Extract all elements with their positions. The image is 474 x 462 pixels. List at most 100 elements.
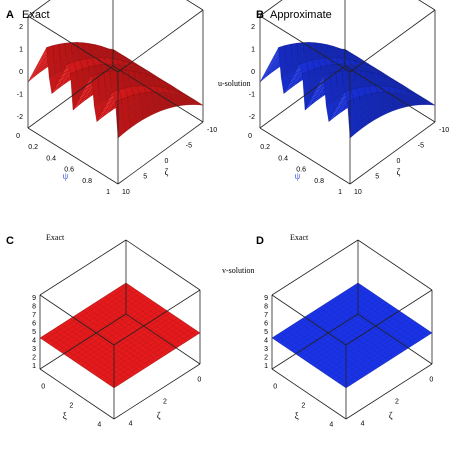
d-box-edge <box>271 294 347 346</box>
b-box-edge <box>344 65 436 123</box>
b-psi-tick: 1 <box>338 189 342 196</box>
c-z-tick: 2 <box>32 355 36 362</box>
plane-grid-line <box>320 315 407 371</box>
d-z-tick: 7 <box>264 312 268 319</box>
plane-grid-line <box>336 296 411 347</box>
a-box-edge <box>112 65 204 123</box>
a-psi-tick: 0 <box>16 133 20 140</box>
a-z-tick: 0 <box>19 69 23 76</box>
c-box-edge <box>125 239 201 291</box>
a-zeta-tick: 0 <box>165 158 169 165</box>
d-z-tick: 8 <box>264 303 268 310</box>
d-xi-tick: 4 <box>329 422 333 429</box>
panel-c-box <box>39 239 201 420</box>
c-z-tick: 4 <box>32 338 36 345</box>
b-psi-label: ψ <box>295 171 301 181</box>
panel-a-surface <box>27 42 204 139</box>
plane-grid-line <box>100 299 175 350</box>
b-z-tick: 0 <box>251 69 255 76</box>
panel-d-surface <box>271 282 433 389</box>
plane-grid-line <box>82 310 158 361</box>
plane-grid-line <box>102 325 189 381</box>
a-box-edge <box>186 0 204 11</box>
a-psi-tick: 0.6 <box>64 167 74 174</box>
c-xi-tick: 0 <box>41 384 45 391</box>
plane-grid-line <box>331 322 418 379</box>
c-z-tick: 9 <box>32 295 36 302</box>
b-zeta-tick: 10 <box>354 189 362 196</box>
a-psi-label: ψ <box>63 171 69 181</box>
c-z-tick: 1 <box>32 363 36 370</box>
panel-b-box <box>259 0 436 185</box>
a-box-edge <box>27 15 119 73</box>
a-zeta-tick: 5 <box>143 174 147 181</box>
panel-d-letter: D <box>256 235 264 247</box>
plane-grid-line <box>106 327 193 384</box>
panel-b-title: Approximate <box>270 9 332 21</box>
b-box-edge <box>259 127 351 185</box>
a-zeta-label: ζ <box>165 167 169 177</box>
a-psi-tick: 1 <box>106 189 110 196</box>
plane-grid-line <box>327 302 402 353</box>
a-box-edge <box>27 0 51 17</box>
d-z-tick: 9 <box>264 295 268 302</box>
plane-grid-line <box>87 307 162 358</box>
plane-grid-line <box>332 299 407 350</box>
plane-grid-line <box>99 322 186 379</box>
a-zeta-tick: -5 <box>186 143 192 150</box>
b-z-tick: 1 <box>251 47 255 54</box>
d-xi-label: ξ <box>295 411 299 421</box>
plane-grid-line <box>95 302 170 353</box>
b-z-tick: 2 <box>251 24 255 31</box>
b-box-edge <box>259 65 346 129</box>
c-box-edge <box>125 313 201 365</box>
plane-grid-line <box>338 327 425 384</box>
plane-grid-line <box>88 315 175 371</box>
b-zeta-tick: -5 <box>418 143 424 150</box>
panel-c-letter: C <box>6 235 14 247</box>
plane-grid-line <box>104 296 179 347</box>
plane-grid-line <box>342 330 429 386</box>
surface-patch <box>115 98 125 139</box>
plane-grid-line <box>91 304 166 356</box>
c-zeta-tick: 0 <box>197 377 201 384</box>
a-box-edge <box>27 65 114 129</box>
a-box-edge <box>27 127 119 185</box>
a-z-tick: -2 <box>17 114 23 121</box>
plane-grid-line <box>113 291 188 342</box>
b-psi-tick: 0.6 <box>296 167 306 174</box>
d-box-edge <box>271 368 347 420</box>
d-box-edge <box>345 363 433 420</box>
b-psi-tick: 0.2 <box>260 144 270 151</box>
b-psi-tick: 0.8 <box>314 178 324 185</box>
c-z-tick: 7 <box>32 312 36 319</box>
plane-grid-line <box>121 285 196 336</box>
c-xi-label: ξ <box>63 411 67 421</box>
a-psi-tick: 0.8 <box>82 178 92 185</box>
plane-grid-line <box>353 285 428 336</box>
plane-grid-line <box>91 317 178 374</box>
d-zeta-label: ζ <box>389 410 393 420</box>
c-z-tick: 6 <box>32 320 36 327</box>
b-zeta-label: ζ <box>397 167 401 177</box>
b-box-edge <box>259 15 351 73</box>
plane-grid-line <box>95 320 182 376</box>
plane-grid-line <box>84 312 171 369</box>
c-zeta-label: ζ <box>157 410 161 420</box>
b-z-tick: -1 <box>249 91 255 98</box>
plane-grid-line <box>80 310 167 366</box>
c-box-edge <box>39 313 127 370</box>
b-zeta-tick: 0 <box>397 158 401 165</box>
a-z-tick: 2 <box>19 24 23 31</box>
d-xi-tick: 2 <box>301 403 305 410</box>
a-box-edge <box>117 121 204 185</box>
plane-grid-line <box>319 307 394 358</box>
c-z-tick: 5 <box>32 329 36 336</box>
a-box-edge <box>117 9 204 73</box>
